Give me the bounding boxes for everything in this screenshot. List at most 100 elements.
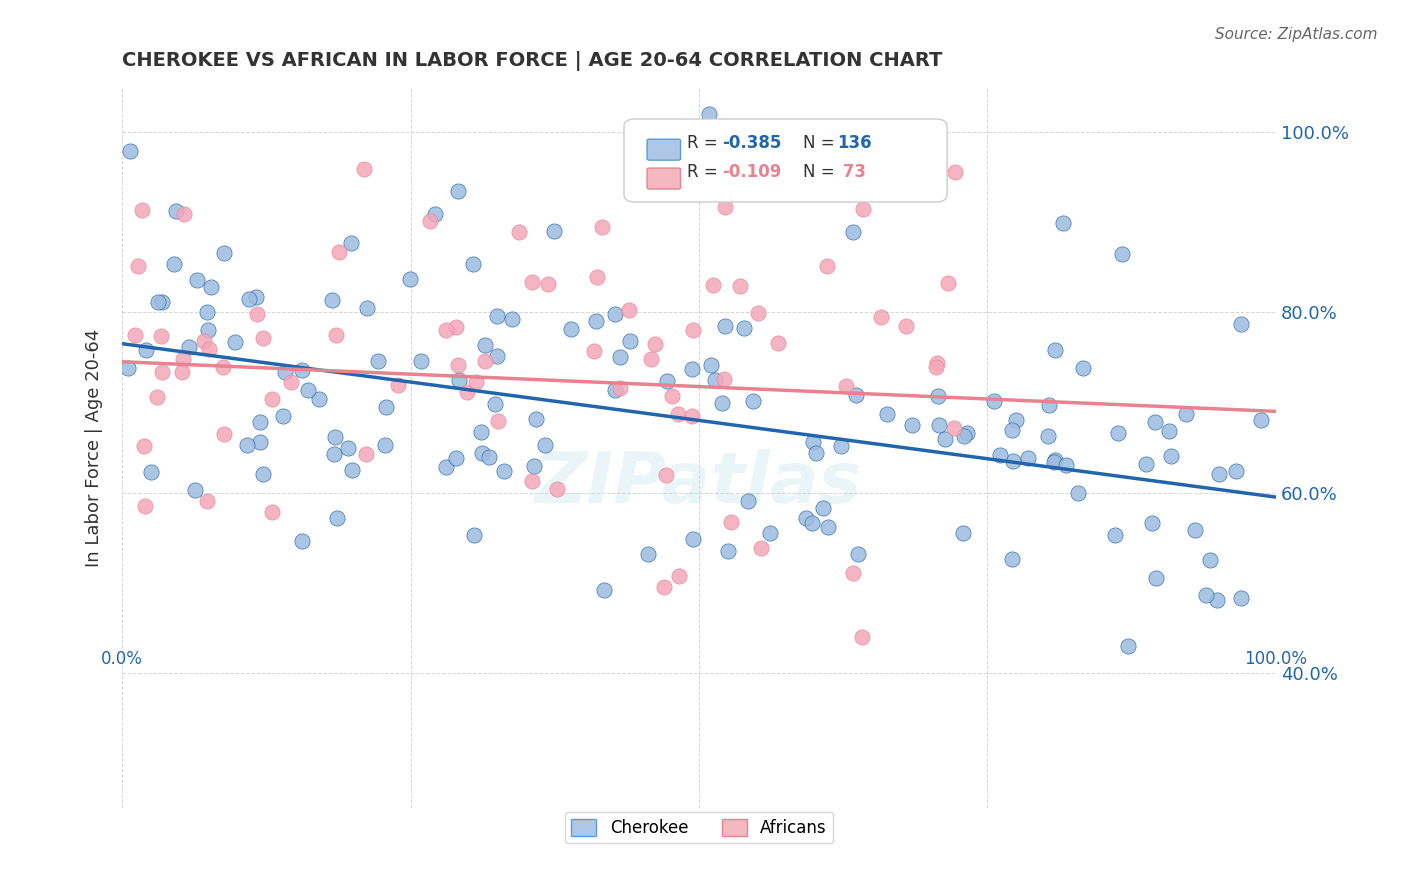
Point <box>619 334 641 348</box>
Point <box>704 373 727 387</box>
Point <box>165 204 187 219</box>
Text: R =: R = <box>688 134 724 152</box>
Point <box>425 207 447 221</box>
Point <box>1067 486 1090 500</box>
Point <box>1250 413 1272 427</box>
Point <box>1001 423 1024 437</box>
Point <box>134 500 156 514</box>
Point <box>1208 467 1230 481</box>
Point <box>374 437 396 451</box>
Point <box>681 409 703 424</box>
Point <box>508 225 530 239</box>
Point <box>200 280 222 294</box>
Point <box>524 412 547 426</box>
Text: 136: 136 <box>838 134 872 152</box>
Point <box>434 323 457 337</box>
Point <box>846 547 869 561</box>
Point <box>321 293 343 308</box>
Point <box>925 359 948 374</box>
Point <box>536 277 558 291</box>
Point <box>325 328 347 343</box>
Point <box>952 525 974 540</box>
Point <box>845 388 868 402</box>
Point <box>1143 415 1166 429</box>
Point <box>592 583 614 598</box>
Point <box>148 295 170 310</box>
Point <box>956 425 979 440</box>
Point <box>681 362 703 376</box>
Point <box>655 467 678 482</box>
Point <box>547 483 569 497</box>
Point <box>195 494 218 508</box>
Point <box>486 414 509 428</box>
Point <box>1071 361 1094 376</box>
Point <box>135 343 157 357</box>
Point <box>682 323 704 337</box>
Point <box>470 425 492 439</box>
Point <box>501 311 523 326</box>
Point <box>870 310 893 324</box>
Point <box>591 219 613 234</box>
Point <box>486 310 509 324</box>
Point <box>146 390 169 404</box>
Point <box>325 429 347 443</box>
Point <box>291 533 314 548</box>
Point <box>245 290 267 304</box>
Point <box>716 543 738 558</box>
Point <box>337 441 360 455</box>
Point <box>1001 551 1024 566</box>
Point <box>943 164 966 178</box>
Point <box>830 439 852 453</box>
Point <box>150 365 173 379</box>
Point <box>815 259 838 273</box>
Point <box>609 350 631 364</box>
Point <box>1230 591 1253 605</box>
Point <box>713 372 735 386</box>
FancyBboxPatch shape <box>647 139 681 161</box>
Point <box>280 375 302 389</box>
Point <box>260 392 283 407</box>
Point <box>983 393 1005 408</box>
Point <box>702 278 724 293</box>
Point <box>127 259 149 273</box>
Text: N =: N = <box>803 134 839 152</box>
Point <box>419 214 441 228</box>
Legend: Cherokee, Africans: Cherokee, Africans <box>565 812 834 844</box>
Point <box>852 202 875 216</box>
Point <box>308 392 330 406</box>
Point <box>766 335 789 350</box>
Point <box>291 363 314 377</box>
Point <box>851 630 873 644</box>
Point <box>1184 523 1206 537</box>
Point <box>942 420 965 434</box>
Point <box>586 269 609 284</box>
Point <box>446 450 468 465</box>
Point <box>720 516 742 530</box>
Point <box>640 351 662 366</box>
Point <box>1042 455 1064 469</box>
Point <box>1199 553 1222 567</box>
Point <box>747 305 769 319</box>
Point <box>447 358 470 372</box>
Point <box>1005 413 1028 427</box>
Point <box>198 342 221 356</box>
Point <box>246 307 269 321</box>
Point <box>150 329 173 343</box>
Point <box>252 331 274 345</box>
Point <box>834 379 856 393</box>
Point <box>173 207 195 221</box>
Text: Source: ZipAtlas.com: Source: ZipAtlas.com <box>1215 27 1378 42</box>
Point <box>326 511 349 525</box>
Point <box>163 257 186 271</box>
Point <box>609 381 631 395</box>
Point <box>131 202 153 217</box>
Point <box>1116 639 1139 653</box>
Point <box>661 389 683 403</box>
Point <box>842 566 865 580</box>
Point <box>375 401 398 415</box>
Point <box>533 438 555 452</box>
Text: 100.0%: 100.0% <box>1244 649 1308 667</box>
Text: ZIPatlas: ZIPatlas <box>536 449 863 518</box>
Text: N =: N = <box>803 162 839 181</box>
Point <box>474 354 496 368</box>
